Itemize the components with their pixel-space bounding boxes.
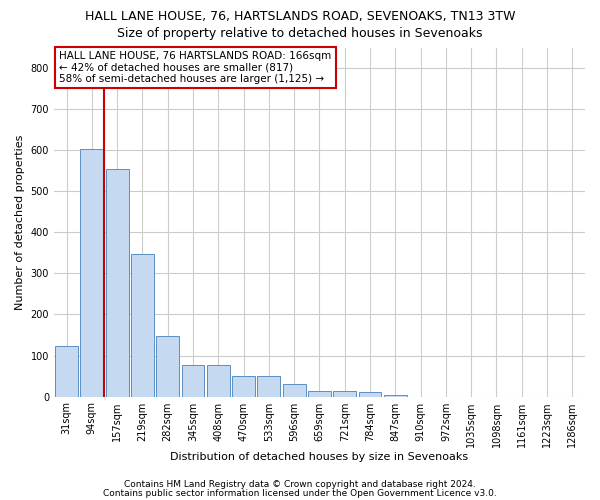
Text: Contains HM Land Registry data © Crown copyright and database right 2024.: Contains HM Land Registry data © Crown c… — [124, 480, 476, 489]
Bar — [334, 391, 356, 396]
Bar — [182, 364, 205, 396]
Bar — [283, 384, 305, 396]
Bar — [257, 376, 280, 396]
Text: Size of property relative to detached houses in Sevenoaks: Size of property relative to detached ho… — [117, 28, 483, 40]
Text: HALL LANE HOUSE, 76, HARTSLANDS ROAD, SEVENOAKS, TN13 3TW: HALL LANE HOUSE, 76, HARTSLANDS ROAD, SE… — [85, 10, 515, 23]
Text: HALL LANE HOUSE, 76 HARTSLANDS ROAD: 166sqm
← 42% of detached houses are smaller: HALL LANE HOUSE, 76 HARTSLANDS ROAD: 166… — [59, 51, 331, 84]
Bar — [308, 391, 331, 396]
Bar — [157, 336, 179, 396]
Y-axis label: Number of detached properties: Number of detached properties — [15, 134, 25, 310]
Bar — [80, 149, 103, 396]
Bar — [384, 394, 407, 396]
X-axis label: Distribution of detached houses by size in Sevenoaks: Distribution of detached houses by size … — [170, 452, 469, 462]
Bar — [232, 376, 255, 396]
Bar — [359, 392, 382, 396]
Bar — [106, 168, 128, 396]
Bar — [207, 364, 230, 396]
Bar — [131, 254, 154, 396]
Bar — [55, 346, 78, 397]
Text: Contains public sector information licensed under the Open Government Licence v3: Contains public sector information licen… — [103, 488, 497, 498]
